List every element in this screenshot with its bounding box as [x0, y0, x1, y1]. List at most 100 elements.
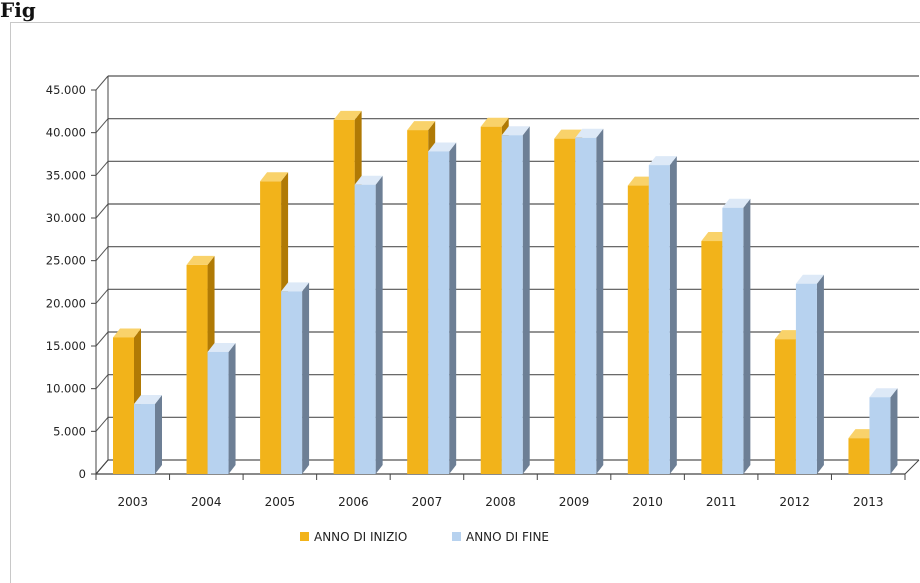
bar-front	[869, 397, 891, 474]
bar-top	[648, 156, 677, 166]
gridline-diagonal	[95, 118, 109, 133]
bar-top	[554, 129, 583, 139]
x-tick-label: 2005	[265, 495, 296, 509]
bar	[648, 156, 677, 475]
legend-swatch	[452, 532, 461, 541]
bar-front	[554, 138, 576, 474]
bar-side	[155, 395, 162, 474]
x-tick-label: 2012	[779, 495, 810, 509]
bar-side	[449, 142, 457, 474]
bar	[575, 128, 604, 474]
gridline-diagonal	[95, 161, 109, 176]
bar-front	[281, 291, 303, 474]
bar	[795, 274, 824, 474]
bar-front	[260, 181, 282, 474]
y-tick-label: 10.000	[46, 382, 86, 396]
bar-front	[207, 351, 229, 474]
y-tick-label: 40.000	[46, 126, 86, 140]
bar-front	[186, 264, 208, 474]
chart-frame	[10, 22, 920, 583]
y-tick-label: 45.000	[46, 83, 86, 97]
bar-front	[428, 151, 450, 474]
gridline-diagonal	[95, 75, 109, 91]
gridline-diagonal	[95, 203, 109, 219]
bar-top	[134, 395, 162, 405]
wall-corner	[95, 459, 109, 475]
gridline-diagonal	[95, 289, 109, 304]
axis-labels: 0 5.000 10.000 15.000 20.000 25.000 30.000 35.0…	[46, 83, 884, 509]
bar	[722, 198, 751, 474]
bar-side	[816, 274, 824, 474]
bar-top	[869, 388, 898, 398]
gridline-diagonal	[95, 331, 109, 347]
bar-top	[333, 110, 362, 120]
bar-top	[186, 255, 215, 265]
bars	[113, 110, 898, 475]
bar-front	[333, 119, 355, 474]
bar-side	[596, 128, 604, 474]
bar	[428, 142, 457, 474]
y-tick-label: 5.000	[53, 424, 86, 438]
bar-side	[375, 175, 383, 474]
x-tick-label: 2007	[412, 495, 443, 509]
x-tick-label: 2006	[338, 495, 369, 509]
bar-top	[260, 172, 289, 182]
bar-side	[302, 282, 310, 474]
y-tick-label: 0	[79, 467, 86, 481]
bar-side	[743, 198, 751, 474]
x-tick-label: 2013	[853, 495, 884, 509]
gridline-diagonal	[95, 246, 109, 261]
bar-side	[522, 126, 530, 474]
figure-caption: Fig	[0, 0, 36, 22]
bar-front	[134, 404, 155, 474]
bar-front	[627, 185, 649, 474]
bar-front	[501, 135, 523, 474]
y-tick-label: 30.000	[46, 211, 86, 225]
x-tick-label: 2011	[706, 495, 737, 509]
bar	[281, 282, 310, 474]
bar	[207, 342, 236, 474]
legend-label: ANNO DI INIZIO	[314, 530, 407, 544]
bar-chart: 0 5.000 10.000 15.000 20.000 25.000 30.000 35.0…	[46, 75, 920, 544]
bar	[501, 126, 530, 474]
bar-front	[701, 241, 723, 474]
bar-front	[722, 207, 744, 474]
bar	[354, 175, 383, 474]
gridline-diagonal	[95, 374, 109, 389]
x-tick-label: 2008	[485, 495, 516, 509]
y-tick-label: 35.000	[46, 168, 86, 182]
bar-front	[848, 438, 870, 474]
y-tick-label: 25.000	[46, 254, 86, 268]
bar-top	[722, 198, 751, 208]
bar-top	[501, 126, 530, 136]
bar-top	[207, 342, 236, 352]
bar-top	[407, 121, 436, 131]
legend-label: ANNO DI FINE	[466, 530, 549, 544]
x-tick-label: 2004	[191, 495, 222, 509]
bar-top	[428, 142, 457, 152]
bar-top	[354, 175, 383, 185]
bar-side	[669, 156, 677, 475]
bar-front	[774, 339, 796, 474]
bar-front	[113, 337, 134, 474]
y-tick-label: 20.000	[46, 296, 86, 310]
bar-top	[480, 117, 509, 127]
bar-front	[648, 165, 670, 475]
gridline-diagonal	[95, 417, 109, 432]
x-tick-label: 2009	[559, 495, 590, 509]
bar-front	[354, 184, 376, 474]
bar-side	[890, 388, 898, 474]
x-tick-label: 2003	[117, 495, 148, 509]
bar-top	[113, 328, 141, 338]
bar-front	[480, 126, 502, 475]
bar	[134, 395, 162, 474]
floor-right-edge	[904, 459, 920, 475]
bar-front	[407, 130, 429, 474]
bar-top	[281, 282, 310, 292]
bar-front	[795, 283, 817, 474]
bar-top	[575, 128, 604, 138]
x-tick-label: 2010	[632, 495, 663, 509]
legend: ANNO DI INIZIO ANNO DI FINE	[300, 530, 549, 544]
y-tick-label: 15.000	[46, 339, 86, 353]
legend-swatch	[300, 532, 309, 541]
